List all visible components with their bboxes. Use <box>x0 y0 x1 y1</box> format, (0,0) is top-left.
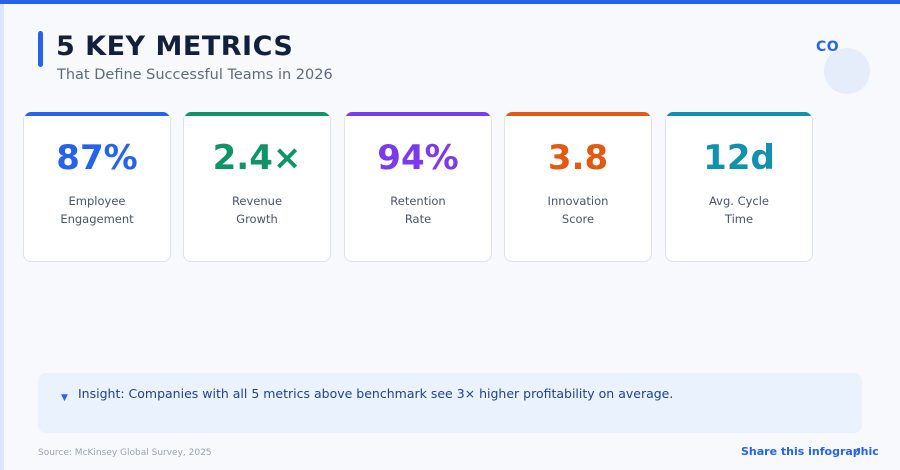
page-title: 5 KEY METRICS <box>56 31 294 62</box>
page-subtitle: That Define Successful Teams in 2026 <box>57 67 333 83</box>
title-accent-bar <box>38 31 43 67</box>
top-accent-bar <box>0 0 900 4</box>
metric-card-engagement: 87% Employee Engagement <box>23 112 171 262</box>
metric-card-cycle-time: 12d Avg. Cycle Time <box>665 112 813 262</box>
metric-card-bar <box>345 112 491 116</box>
share-infographic-link[interactable]: Share this infographic <box>741 445 879 458</box>
metric-card-bar <box>184 112 330 116</box>
source-note: Source: McKinsey Global Survey, 2025 <box>38 448 212 458</box>
metric-card-innovation: 3.8 Innovation Score <box>504 112 652 262</box>
metric-card-revenue: 2.4× Revenue Growth <box>183 112 331 262</box>
metric-value: 94% <box>377 138 459 178</box>
logo-circle <box>824 48 870 94</box>
left-accent-rail <box>0 4 4 470</box>
metric-card-bar <box>666 112 812 116</box>
insight-text: Insight: Companies with all 5 metrics ab… <box>78 386 674 401</box>
metric-value: 12d <box>703 138 775 178</box>
metric-card-bar <box>505 112 651 116</box>
metric-card-bar <box>24 112 170 116</box>
insight-box: ▼ Insight: Companies with all 5 metrics … <box>38 373 862 433</box>
metric-label: Employee Engagement <box>60 194 134 226</box>
metric-value: 2.4× <box>212 138 302 178</box>
metric-label: Retention Rate <box>390 194 446 226</box>
metric-label: Avg. Cycle Time <box>708 194 770 226</box>
logo: CO <box>816 39 840 55</box>
metric-label: Innovation Score <box>547 194 609 226</box>
bullet-triangle-icon: ▼ <box>61 393 68 403</box>
arrow-up-right-icon[interactable]: ↗ <box>853 446 862 457</box>
metric-value: 87% <box>56 138 138 178</box>
metric-cards: 87% Employee Engagement 2.4× Revenue Gro… <box>23 112 823 264</box>
metric-card-retention: 94% Retention Rate <box>344 112 492 262</box>
metric-label: Revenue Growth <box>231 194 283 226</box>
metric-value: 3.8 <box>547 138 609 178</box>
